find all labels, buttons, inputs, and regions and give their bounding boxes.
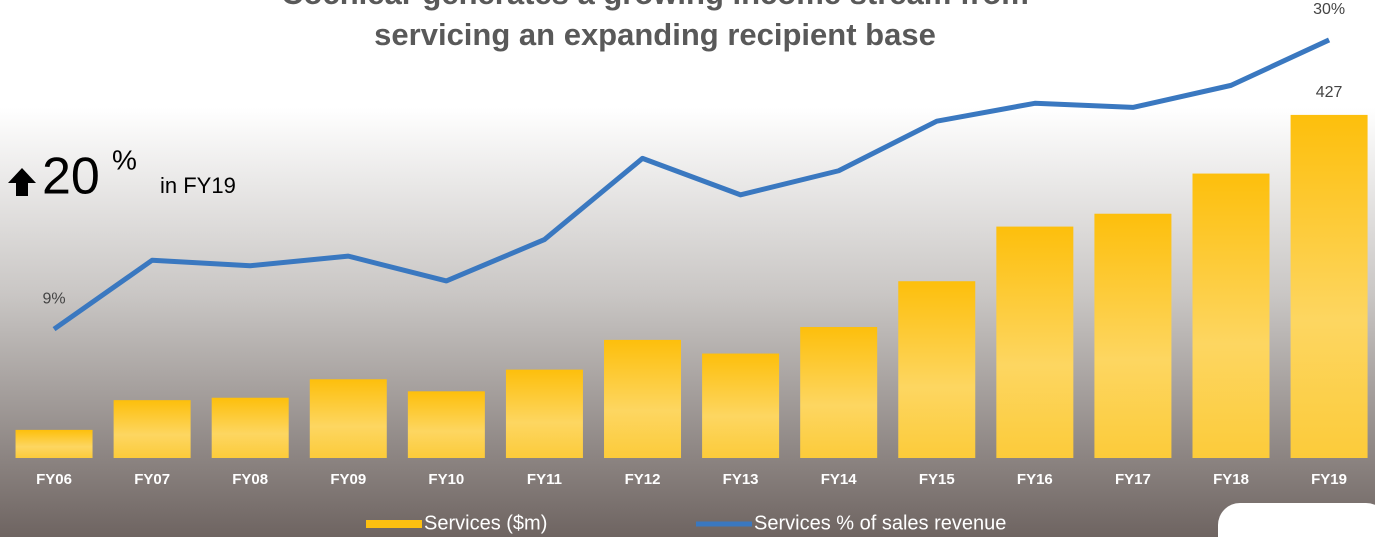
- x-tick-label: FY09: [330, 471, 366, 488]
- x-tick-label: FY08: [232, 471, 268, 488]
- bar: [1290, 114, 1368, 458]
- bar: [211, 397, 289, 458]
- bar: [1192, 173, 1270, 458]
- bar-value-label: 427: [1316, 84, 1343, 101]
- bar: [1094, 213, 1172, 458]
- x-tick-label: FY06: [36, 471, 72, 488]
- line-value-label: 30%: [1313, 1, 1345, 18]
- x-tick-label: FY12: [625, 471, 661, 488]
- bar: [113, 400, 191, 458]
- bar: [702, 353, 780, 458]
- bar: [15, 429, 93, 458]
- x-tick-label: FY17: [1115, 471, 1151, 488]
- bar: [996, 226, 1074, 458]
- annotation-value: 20: [42, 148, 100, 206]
- x-tick-label: FY13: [723, 471, 759, 488]
- x-tick-label: FY19: [1311, 471, 1347, 488]
- x-tick-label: FY11: [527, 471, 562, 488]
- x-tick-label: FY15: [919, 471, 955, 488]
- annotation-text: in FY19: [160, 173, 236, 198]
- up-arrow: [8, 168, 36, 196]
- bar: [407, 391, 485, 458]
- legend-label: Services ($m): [424, 512, 547, 534]
- chart-title: Cochlear generates a growing income stre…: [281, 0, 1029, 11]
- legend-label: Services % of sales revenue: [754, 512, 1006, 534]
- x-tick-label: FY10: [428, 471, 464, 488]
- line: [52, 37, 1331, 332]
- bar: [309, 379, 387, 458]
- x-tick-label: FY07: [134, 471, 170, 488]
- corner-panel: [1218, 503, 1375, 537]
- bar: [505, 369, 583, 458]
- x-tick-label: FY14: [821, 471, 858, 488]
- bar: [604, 339, 682, 458]
- x-tick-label: FY18: [1213, 471, 1249, 488]
- x-tick-label: FY16: [1017, 471, 1053, 488]
- bar: [800, 327, 878, 458]
- annotation-unit: %: [112, 144, 137, 175]
- legend-swatch: [366, 520, 422, 528]
- line-value-label: 9%: [42, 290, 65, 307]
- chart-title: servicing an expanding recipient base: [374, 17, 936, 52]
- bar: [898, 281, 976, 458]
